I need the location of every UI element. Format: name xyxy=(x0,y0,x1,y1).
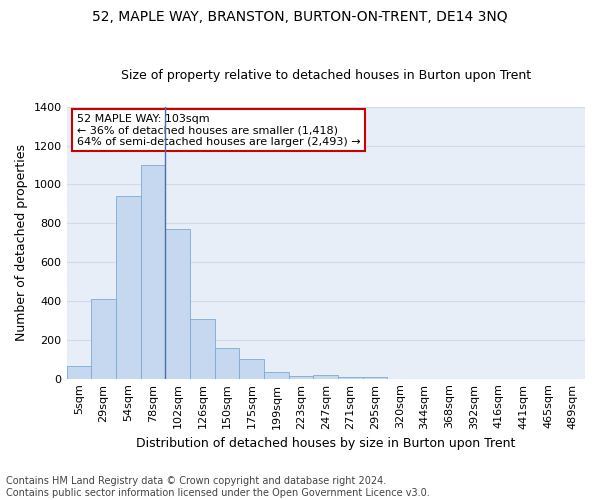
Text: 52, MAPLE WAY, BRANSTON, BURTON-ON-TRENT, DE14 3NQ: 52, MAPLE WAY, BRANSTON, BURTON-ON-TRENT… xyxy=(92,10,508,24)
Y-axis label: Number of detached properties: Number of detached properties xyxy=(15,144,28,341)
X-axis label: Distribution of detached houses by size in Burton upon Trent: Distribution of detached houses by size … xyxy=(136,437,515,450)
Bar xyxy=(313,375,338,378)
Title: Size of property relative to detached houses in Burton upon Trent: Size of property relative to detached ho… xyxy=(121,69,531,82)
Bar xyxy=(91,299,116,378)
Text: 52 MAPLE WAY: 103sqm
← 36% of detached houses are smaller (1,418)
64% of semi-de: 52 MAPLE WAY: 103sqm ← 36% of detached h… xyxy=(77,114,361,147)
Bar xyxy=(140,165,165,378)
Bar xyxy=(239,360,264,378)
Bar xyxy=(264,372,289,378)
Bar xyxy=(190,320,215,378)
Bar xyxy=(338,376,363,378)
Bar xyxy=(165,229,190,378)
Bar xyxy=(116,196,140,378)
Bar xyxy=(363,376,388,378)
Bar xyxy=(215,348,239,378)
Text: Contains HM Land Registry data © Crown copyright and database right 2024.
Contai: Contains HM Land Registry data © Crown c… xyxy=(6,476,430,498)
Bar xyxy=(67,366,91,378)
Bar xyxy=(289,376,313,378)
